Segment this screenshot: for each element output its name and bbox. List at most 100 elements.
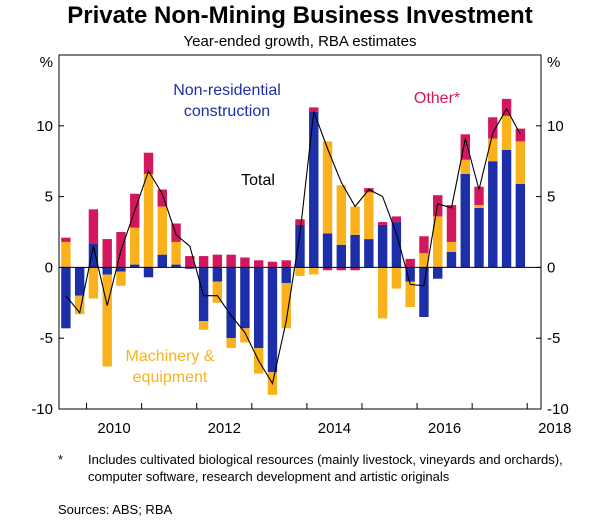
y-tick-label-left: 10 bbox=[36, 118, 53, 135]
y-tick-label-left: -10 bbox=[31, 401, 53, 418]
y-unit-right: % bbox=[547, 54, 560, 71]
bar-nonres bbox=[350, 234, 360, 268]
bar-nonres bbox=[474, 207, 484, 268]
bar-other bbox=[267, 261, 278, 268]
bar-other bbox=[488, 117, 498, 139]
bar-other bbox=[446, 205, 457, 242]
bar-machinery bbox=[212, 281, 223, 303]
annotation-total: Total bbox=[241, 172, 275, 189]
bar-nonres bbox=[501, 149, 512, 268]
bar-other bbox=[88, 209, 99, 244]
bar-nonres bbox=[185, 267, 195, 269]
bar-nonres bbox=[253, 267, 264, 349]
bar-other bbox=[322, 267, 333, 271]
y-tick-label-left: 0 bbox=[45, 259, 53, 276]
y-tick-label-right: 5 bbox=[547, 189, 555, 206]
bar-machinery bbox=[364, 192, 374, 240]
x-tick-label: 2012 bbox=[208, 420, 241, 437]
bar-nonres bbox=[515, 183, 526, 268]
bar-nonres bbox=[102, 267, 112, 275]
bar-machinery bbox=[405, 281, 415, 308]
bar-other bbox=[377, 222, 388, 225]
bar-nonres bbox=[488, 161, 498, 268]
y-tick-label-left: 5 bbox=[45, 189, 53, 206]
bar-other bbox=[309, 107, 319, 112]
bar-machinery bbox=[419, 253, 429, 268]
bar-machinery bbox=[391, 267, 402, 289]
bar-machinery bbox=[157, 206, 167, 255]
bar-machinery bbox=[130, 227, 140, 265]
bar-nonres bbox=[336, 244, 347, 268]
bar-other bbox=[61, 237, 71, 242]
bar-other bbox=[253, 260, 264, 268]
bar-other bbox=[143, 152, 154, 174]
bar-nonres bbox=[130, 264, 140, 268]
bar-nonres bbox=[419, 267, 429, 317]
bar-machinery bbox=[309, 267, 319, 275]
bar-machinery bbox=[433, 216, 443, 268]
bar-machinery bbox=[295, 267, 305, 276]
x-tick-label: 2016 bbox=[428, 420, 461, 437]
y-tick-label-right: 0 bbox=[547, 259, 555, 276]
bars-group bbox=[61, 98, 526, 395]
bar-other bbox=[419, 236, 429, 254]
bar-machinery bbox=[88, 267, 99, 299]
y-unit-left: % bbox=[40, 54, 53, 71]
bar-nonres bbox=[157, 254, 167, 268]
bar-machinery bbox=[171, 241, 181, 265]
bar-nonres bbox=[322, 233, 333, 268]
bar-machinery bbox=[281, 282, 291, 329]
y-tick-label-right: -10 bbox=[547, 401, 569, 418]
bar-machinery bbox=[322, 141, 333, 234]
bar-other bbox=[157, 189, 167, 207]
bar-nonres bbox=[377, 224, 388, 268]
bar-other bbox=[240, 257, 250, 268]
bar-other bbox=[226, 254, 236, 268]
bar-other bbox=[515, 128, 526, 142]
bar-nonres bbox=[433, 267, 443, 279]
bar-machinery bbox=[350, 206, 360, 235]
bar-nonres bbox=[267, 267, 278, 373]
bar-machinery bbox=[74, 295, 85, 315]
bar-nonres bbox=[446, 251, 457, 268]
bar-machinery bbox=[446, 241, 457, 252]
bar-machinery bbox=[377, 267, 388, 319]
annotation-nonres: construction bbox=[184, 103, 270, 120]
annotation-machinery: Machinery & bbox=[126, 348, 215, 365]
bar-machinery bbox=[501, 115, 512, 150]
bar-machinery bbox=[515, 141, 526, 184]
x-tick-label: 2018 bbox=[538, 420, 571, 437]
total-line bbox=[65, 107, 521, 385]
bar-nonres bbox=[309, 111, 319, 268]
bar-machinery bbox=[116, 271, 126, 286]
bar-nonres bbox=[171, 264, 181, 268]
bar-other bbox=[474, 186, 484, 206]
plot-frame bbox=[58, 54, 542, 410]
bar-other bbox=[171, 223, 181, 242]
bar-nonres bbox=[240, 267, 250, 329]
bar-machinery bbox=[474, 205, 484, 208]
bar-nonres bbox=[460, 173, 470, 268]
bar-nonres bbox=[143, 267, 154, 278]
bar-nonres bbox=[88, 243, 99, 268]
bar-machinery bbox=[240, 328, 250, 343]
bar-other bbox=[336, 267, 347, 271]
x-tick-label: 2010 bbox=[97, 420, 130, 437]
y-tick-label-right: 10 bbox=[547, 118, 564, 135]
footnote-text: Includes cultivated biological resources… bbox=[88, 452, 563, 484]
y-tick-label-left: -5 bbox=[40, 330, 53, 347]
bar-other bbox=[350, 267, 360, 271]
bar-machinery bbox=[143, 173, 154, 268]
bar-machinery bbox=[198, 321, 209, 330]
bar-nonres bbox=[405, 267, 415, 282]
bar-machinery bbox=[460, 159, 470, 174]
bar-other bbox=[501, 98, 512, 116]
annotation-other: Other* bbox=[414, 90, 460, 107]
bar-other bbox=[212, 254, 223, 268]
bar-machinery bbox=[61, 241, 71, 268]
bar-nonres bbox=[116, 267, 126, 272]
bar-nonres bbox=[281, 267, 291, 283]
bar-nonres bbox=[391, 222, 402, 268]
bar-other bbox=[391, 216, 402, 223]
bar-machinery bbox=[488, 138, 498, 162]
